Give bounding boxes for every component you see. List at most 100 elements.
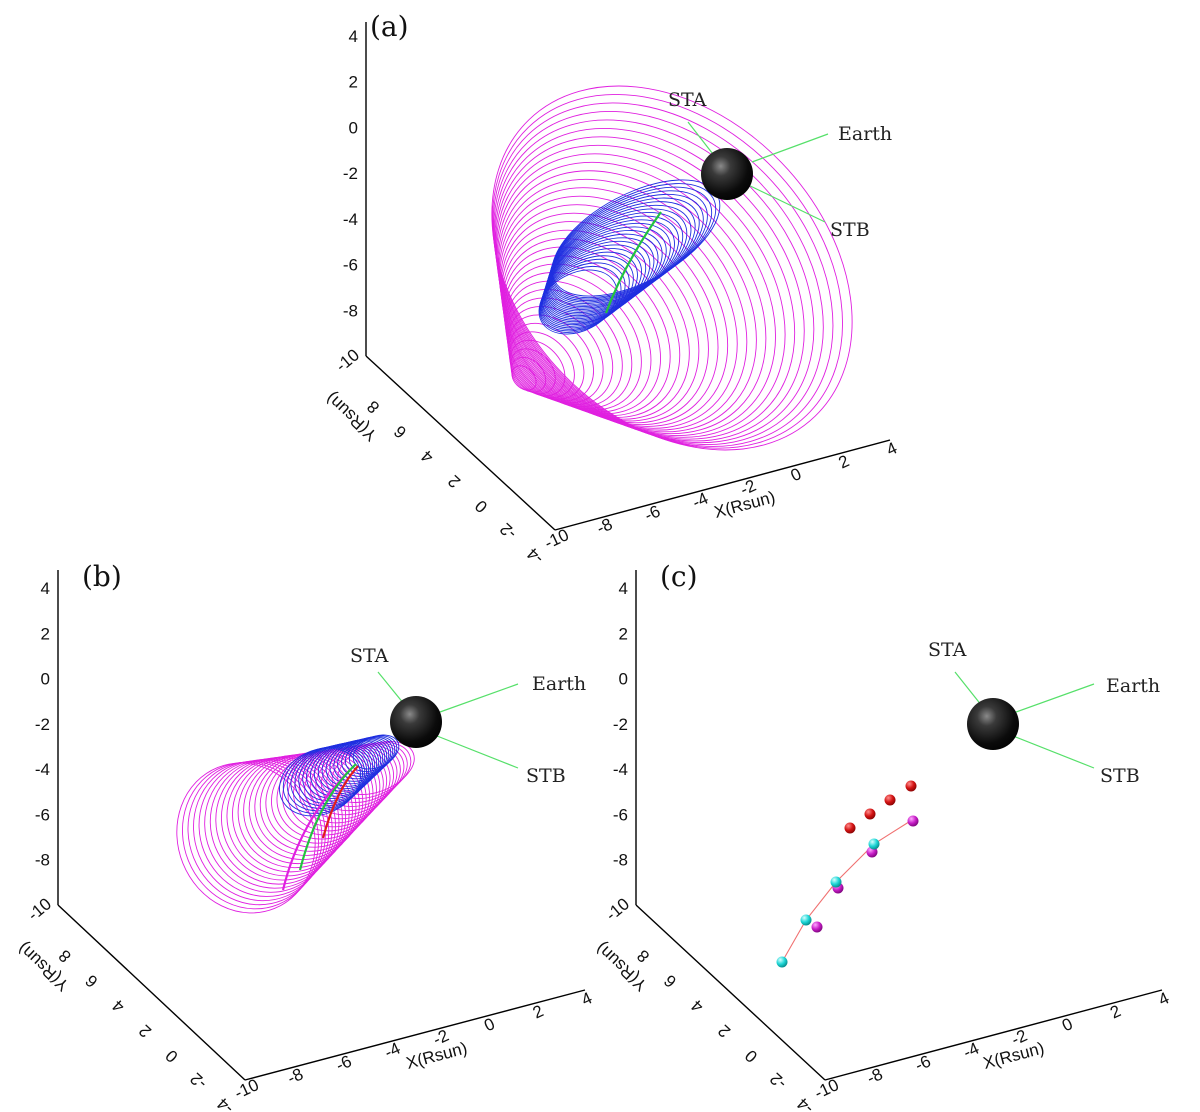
mesh-ring [501,221,700,422]
x-tick-label: -8 [594,514,616,538]
x-tick-label: 2 [530,1001,547,1022]
mesh-ring [495,136,796,440]
mesh-ring [352,734,400,770]
mesh-ring [492,102,834,447]
mesh-ring [302,743,374,802]
y-tick-label: 0 [162,1046,182,1066]
mesh-ring [510,356,547,393]
y-tick-label: -2 [187,1069,211,1093]
mesh-ring [232,755,350,873]
data-point [905,780,917,792]
data-point [868,838,880,850]
mesh-ring [539,265,622,333]
fit-line-green-b [298,763,357,871]
z-tick-label: -4 [613,760,628,779]
y-tick-label: -2 [496,519,520,543]
sight-line-stb-b [431,733,519,769]
z-tick-label: -8 [343,301,358,320]
mesh-ring [344,735,396,775]
sight-line-stb-a [741,181,826,223]
mesh-ring [541,251,638,327]
z-tick-label: 2 [349,73,358,92]
sun-sphere-b [390,696,442,748]
mesh-ring [333,738,390,782]
mesh-ring [317,740,382,792]
y-tick-label: 0 [471,496,491,516]
mesh-ring [508,331,575,398]
data-point [800,914,812,926]
mesh-ring [508,322,585,400]
label-sta-a: STA [668,89,707,111]
sight-line-earth-b [439,683,519,713]
data-point [811,921,823,933]
fit-line-green-a [604,211,662,314]
mesh-ring [237,754,353,869]
mesh-ring [499,204,719,426]
x-ticks-a: -10 -8 -6 -4 -2 0 2 4 [542,438,900,552]
label-earth-c: Earth [1106,675,1160,697]
axes-b [57,570,586,1081]
z-tick-label: -6 [35,805,50,824]
x-tick-label: -6 [333,1051,355,1075]
y-tick-label: 2 [135,1021,155,1041]
z-ticks-a: 4 2 0 -2 -4 -6 -8 -10 [332,27,363,376]
y-tick-label: -4 [523,544,547,568]
x-tick-label: -8 [864,1064,886,1088]
mesh-ring [313,741,380,795]
panel-label-a: (a) [370,10,409,43]
z-tick-label: 4 [619,579,628,598]
z-ticks-b: 4 2 0 -2 -4 -6 -8 -10 [24,579,55,925]
viewpoints-a: STA Earth STB [668,89,892,241]
mesh-ring [282,746,363,814]
y-tick-label: 2 [444,471,464,491]
z-ticks-c: 4 2 0 -2 -4 -6 -8 -10 [602,579,633,925]
z-tick-label: -6 [343,256,358,275]
sun-sphere-a [701,148,753,200]
mesh-ring [279,747,361,817]
label-stb-c: STB [1100,765,1140,787]
mesh-ring [294,744,370,807]
mesh-ring [198,759,330,897]
y-tick-label: 6 [390,422,410,442]
mesh-ring [286,746,365,812]
mesh-ring [181,761,320,910]
mesh-ring [495,144,786,438]
z-tick-label: -6 [613,805,628,824]
x-tick-label: 0 [1059,1014,1076,1035]
viewpoints-c: STA Earth STB [928,639,1160,787]
z-tick-label: -8 [613,851,628,870]
mesh-ring [298,744,372,804]
z-tick-label: 0 [619,670,628,689]
y-tick-label: -2 [766,1069,790,1093]
y-tick-label: 8 [55,946,75,966]
z-tick-label: -2 [343,164,358,183]
mesh-ring [492,94,843,449]
data-point [884,794,896,806]
data-point [864,808,876,820]
x-tick-label: -4 [382,1039,404,1063]
y-axis-label-c: Y(Rsun) [592,939,651,995]
mesh-ring [310,742,378,797]
mesh-ring [511,365,537,391]
x-tick-label: 0 [481,1014,498,1035]
mesh-ring [325,739,386,787]
label-earth-b: Earth [532,673,586,695]
panel-label-c: (c) [660,560,698,593]
mesh-ring [321,740,384,790]
x-tick-label: -10 [812,1075,842,1103]
mesh-ring [507,306,604,404]
x-tick-label: -8 [284,1064,306,1088]
points-c [776,780,919,968]
sight-line-earth-c [1015,683,1095,713]
mesh-ring [298,746,391,824]
axes-c [635,570,1163,1081]
data-point [844,822,856,834]
mesh-ring [348,735,398,772]
mesh-ring [538,269,618,335]
mesh-ring [500,212,709,424]
x-tick-label: 4 [883,438,900,459]
label-stb-a: STB [830,219,870,241]
